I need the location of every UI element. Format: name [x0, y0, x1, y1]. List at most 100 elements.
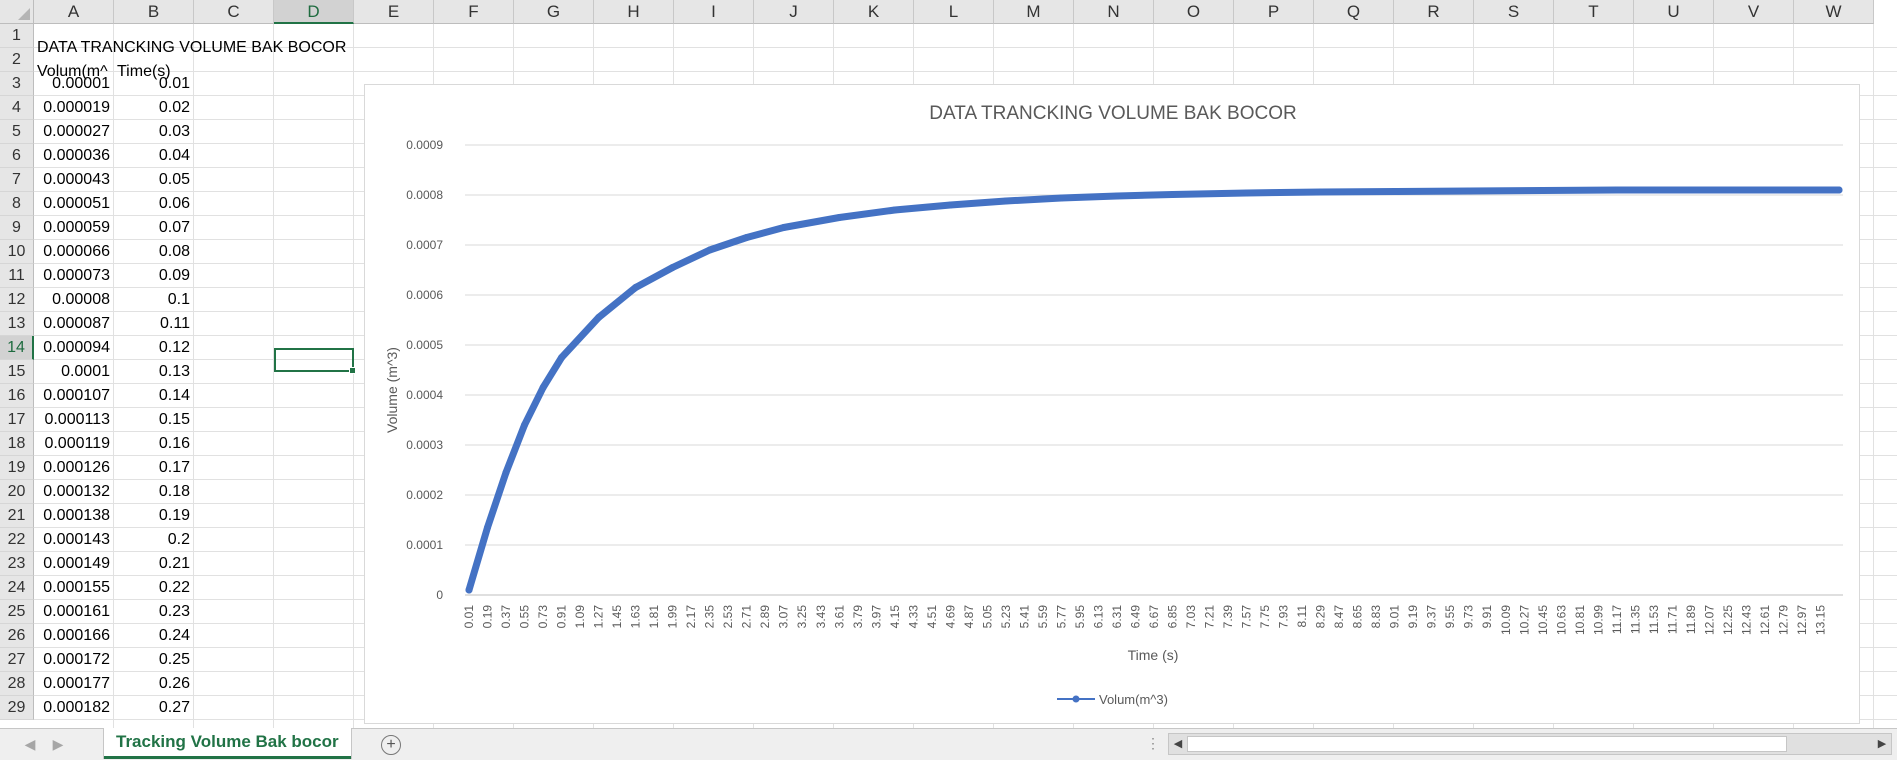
- data-point[interactable]: [1391, 188, 1399, 195]
- cell-B20[interactable]: 0.18: [158, 483, 190, 500]
- row-header-14[interactable]: 14: [0, 336, 34, 360]
- column-header-F[interactable]: F: [434, 0, 514, 24]
- cell-B23[interactable]: 0.21: [158, 555, 190, 572]
- row-header-9[interactable]: 9: [0, 216, 34, 240]
- row-header-28[interactable]: 28: [0, 672, 34, 696]
- data-point[interactable]: [780, 224, 788, 231]
- data-point[interactable]: [1113, 192, 1121, 200]
- data-point[interactable]: [558, 354, 566, 361]
- cell-A26[interactable]: 0.000166: [43, 627, 110, 644]
- row-header-10[interactable]: 10: [0, 240, 34, 264]
- column-header-I[interactable]: I: [674, 0, 754, 24]
- cell-A23[interactable]: 0.000149: [43, 555, 110, 572]
- data-point[interactable]: [743, 234, 751, 241]
- row-header-6[interactable]: 6: [0, 144, 34, 168]
- cell-B11[interactable]: 0.09: [158, 267, 190, 284]
- selected-cell-D14[interactable]: [274, 348, 356, 374]
- cell-A6[interactable]: 0.000036: [43, 147, 110, 164]
- cell-A2[interactable]: Volum(m^: [37, 63, 108, 80]
- data-point[interactable]: [1317, 188, 1325, 196]
- cell-A16[interactable]: 0.000107: [43, 387, 110, 404]
- data-point[interactable]: [1539, 187, 1547, 194]
- data-point[interactable]: [1465, 187, 1473, 195]
- row-header-23[interactable]: 23: [0, 552, 34, 576]
- data-point[interactable]: [1243, 189, 1251, 197]
- next-sheet-arrow-icon[interactable]: ▶: [52, 736, 64, 752]
- cell-A10[interactable]: 0.000066: [43, 243, 110, 260]
- cell-A28[interactable]: 0.000177: [43, 675, 110, 692]
- cell-A21[interactable]: 0.000138: [43, 507, 110, 524]
- column-header-D[interactable]: D: [274, 0, 354, 24]
- horizontal-scrollbar[interactable]: ◀ ▶: [1168, 733, 1892, 755]
- cell-B6[interactable]: 0.04: [158, 147, 190, 164]
- data-point[interactable]: [521, 421, 528, 429]
- cell-B25[interactable]: 0.23: [158, 603, 190, 620]
- data-point[interactable]: [1835, 186, 1843, 194]
- row-header-26[interactable]: 26: [0, 624, 34, 648]
- column-header-S[interactable]: S: [1474, 0, 1554, 24]
- cell-B26[interactable]: 0.24: [158, 627, 190, 644]
- data-point[interactable]: [1687, 186, 1695, 194]
- column-header-M[interactable]: M: [994, 0, 1074, 24]
- row-header-4[interactable]: 4: [0, 96, 34, 120]
- cell-B5[interactable]: 0.03: [158, 123, 190, 140]
- cell-A29[interactable]: 0.000182: [43, 699, 110, 716]
- row-header-1[interactable]: 1: [0, 24, 34, 48]
- column-header-H[interactable]: H: [594, 0, 674, 24]
- cell-A5[interactable]: 0.000027: [43, 123, 110, 140]
- row-header-17[interactable]: 17: [0, 408, 34, 432]
- scroll-left-icon[interactable]: ◀: [1173, 738, 1183, 750]
- row-header-19[interactable]: 19: [0, 456, 34, 480]
- cell-A12[interactable]: 0.00008: [52, 291, 110, 308]
- data-point[interactable]: [595, 314, 603, 321]
- column-header-P[interactable]: P: [1234, 0, 1314, 24]
- cell-A18[interactable]: 0.000119: [44, 435, 110, 452]
- row-header-16[interactable]: 16: [0, 384, 34, 408]
- cell-B14[interactable]: 0.12: [158, 339, 190, 356]
- select-all-corner[interactable]: [0, 0, 34, 24]
- data-point[interactable]: [1057, 194, 1065, 202]
- data-point[interactable]: [946, 201, 954, 209]
- column-header-T[interactable]: T: [1554, 0, 1634, 24]
- row-header-27[interactable]: 27: [0, 648, 34, 672]
- column-header-J[interactable]: J: [754, 0, 834, 24]
- cell-A19[interactable]: 0.000126: [43, 459, 110, 476]
- column-header-N[interactable]: N: [1074, 0, 1154, 24]
- cell-B8[interactable]: 0.06: [158, 195, 190, 212]
- column-header-A[interactable]: A: [34, 0, 114, 24]
- cell-B3[interactable]: 0.01: [158, 75, 190, 92]
- cell-A17[interactable]: 0.000113: [44, 411, 110, 428]
- cell-A3[interactable]: 0.00001: [52, 75, 110, 92]
- line-chart[interactable]: DATA TRANCKING VOLUME BAK BOCOR Volume (…: [364, 84, 1860, 724]
- row-header-24[interactable]: 24: [0, 576, 34, 600]
- row-header-5[interactable]: 5: [0, 120, 34, 144]
- cell-B9[interactable]: 0.07: [158, 219, 190, 236]
- row-header-25[interactable]: 25: [0, 600, 34, 624]
- row-header-11[interactable]: 11: [0, 264, 34, 288]
- data-point[interactable]: [891, 206, 899, 214]
- row-header-18[interactable]: 18: [0, 432, 34, 456]
- legend[interactable]: Volum(m^3): [1057, 692, 1168, 707]
- data-point[interactable]: [706, 246, 714, 254]
- data-point[interactable]: [835, 214, 843, 221]
- cell-A7[interactable]: 0.000043: [43, 171, 110, 188]
- column-header-U[interactable]: U: [1634, 0, 1714, 24]
- data-point[interactable]: [1002, 197, 1010, 205]
- cell-A14[interactable]: 0.000094: [43, 339, 110, 356]
- data-point[interactable]: [1761, 186, 1769, 194]
- column-header-C[interactable]: C: [194, 0, 274, 24]
- cell-B2[interactable]: Time(s): [117, 63, 171, 80]
- column-header-E[interactable]: E: [354, 0, 434, 24]
- cell-B13[interactable]: 0.11: [160, 315, 190, 332]
- cell-A15[interactable]: 0.0001: [61, 363, 110, 380]
- cell-B16[interactable]: 0.14: [158, 387, 190, 404]
- cell-B12[interactable]: 0.1: [167, 291, 190, 308]
- data-point[interactable]: [1613, 186, 1621, 194]
- cell-B21[interactable]: 0.19: [158, 507, 190, 524]
- cell-B18[interactable]: 0.16: [158, 435, 190, 452]
- cell-B27[interactable]: 0.25: [158, 651, 190, 668]
- cell-A8[interactable]: 0.000051: [43, 195, 110, 212]
- column-header-Q[interactable]: Q: [1314, 0, 1394, 24]
- data-point[interactable]: [502, 469, 510, 476]
- sheet-tab-tracking-volume[interactable]: Tracking Volume Bak bocor: [104, 728, 351, 759]
